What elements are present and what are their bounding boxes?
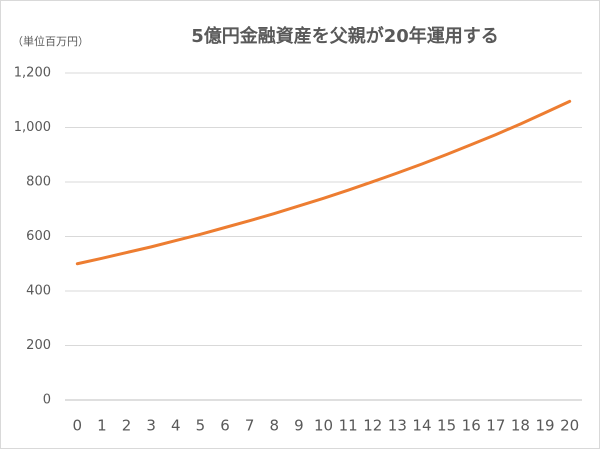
y-tick-label: 400 (26, 284, 51, 299)
x-tick-label: 19 (536, 417, 555, 435)
x-tick-label: 3 (146, 417, 156, 435)
x-tick-label: 1 (97, 417, 107, 435)
x-tick-label: 14 (412, 417, 431, 435)
y-tick-label: 600 (26, 229, 51, 244)
x-tick-label: 18 (511, 417, 530, 435)
y-tick-label: 800 (26, 175, 51, 190)
y-unit-label: （単位百万円） (12, 34, 89, 48)
y-tick-label: 200 (26, 338, 51, 353)
y-tick-label: 1,200 (14, 66, 51, 81)
x-tick-label: 13 (388, 417, 407, 435)
x-tick-label: 4 (171, 417, 181, 435)
x-tick-label: 12 (363, 417, 382, 435)
x-tick-label: 7 (245, 417, 255, 435)
x-tick-label: 5 (196, 417, 206, 435)
x-tick-label: 20 (560, 417, 579, 435)
x-tick-label: 9 (294, 417, 304, 435)
line-series (75, 99, 572, 266)
x-tick-label: 6 (220, 417, 230, 435)
x-tick-label: 8 (269, 417, 279, 435)
x-tick-label: 2 (122, 417, 132, 435)
x-tick-label: 10 (314, 417, 333, 435)
chart-title: 5億円金融資産を父親が20年運用する (191, 25, 499, 47)
x-tick-label: 11 (339, 417, 358, 435)
x-tick-label: 0 (73, 417, 83, 435)
y-tick-label: 0 (43, 393, 51, 408)
x-tick-label: 15 (437, 417, 456, 435)
x-tick-label: 17 (486, 417, 505, 435)
y-tick-label: 1,000 (14, 120, 51, 135)
x-tick-label: 16 (462, 417, 481, 435)
